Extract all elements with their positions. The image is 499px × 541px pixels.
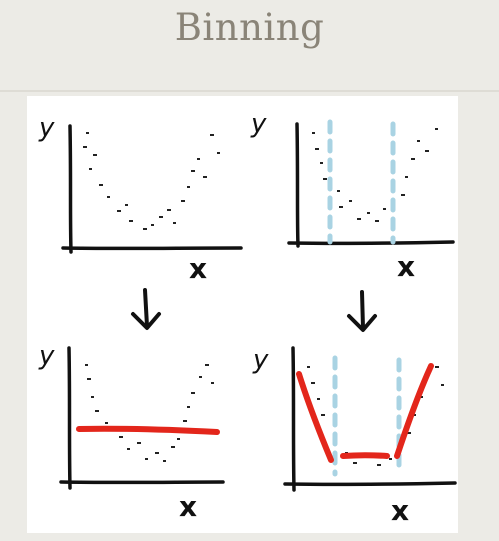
data-point (137, 442, 141, 444)
data-point (425, 150, 429, 152)
data-point (389, 458, 392, 460)
data-point (217, 152, 220, 154)
data-point (117, 210, 121, 212)
piecewise-fit-segment (397, 366, 431, 456)
data-point (417, 140, 420, 142)
data-point (143, 228, 147, 230)
data-point (187, 406, 190, 408)
x-axis-label: x (391, 494, 409, 527)
data-point (411, 158, 415, 160)
data-point (197, 158, 200, 160)
data-point (321, 414, 325, 416)
data-point (127, 448, 130, 450)
data-point (435, 128, 438, 130)
data-point (145, 458, 148, 460)
data-point (177, 438, 180, 440)
data-point (93, 154, 97, 156)
data-point (312, 132, 315, 134)
data-point (367, 212, 370, 214)
piecewise-fit-segment (299, 374, 331, 460)
title-divider (0, 90, 499, 92)
data-point (173, 222, 176, 224)
data-point (191, 170, 195, 172)
binning-figure: y x (27, 96, 458, 533)
data-point (89, 168, 92, 170)
data-point (383, 208, 386, 210)
piecewise-fit-segment (343, 455, 387, 456)
data-point (163, 460, 166, 462)
y-axis (69, 348, 70, 488)
data-point (105, 422, 108, 424)
panel-constant-fit: y x (38, 341, 223, 523)
y-axis (297, 124, 298, 246)
x-axis-label: x (179, 490, 197, 523)
data-points (85, 364, 214, 462)
x-axis-label: x (189, 252, 207, 285)
data-point (85, 364, 88, 366)
data-point (211, 382, 214, 384)
x-axis-label: x (397, 250, 415, 283)
data-point (87, 378, 91, 380)
data-point (99, 184, 103, 186)
slide-title: Binning (0, 6, 499, 49)
data-point (317, 398, 320, 400)
data-point (167, 209, 171, 211)
data-point (435, 366, 439, 368)
x-axis (289, 242, 453, 243)
data-point (357, 218, 361, 220)
data-point (441, 384, 444, 386)
down-arrow-icon (133, 290, 159, 328)
y-axis-label: y (38, 341, 55, 371)
data-point (86, 132, 89, 134)
data-point (320, 162, 323, 164)
data-point (203, 176, 207, 178)
down-arrow-icon (349, 292, 375, 330)
data-points (83, 132, 220, 230)
data-point (159, 216, 163, 218)
data-point (315, 148, 319, 150)
data-point (171, 446, 175, 448)
data-point (401, 194, 405, 196)
constant-fit-line (79, 429, 217, 432)
data-point (337, 190, 340, 192)
y-axis-label: y (252, 345, 269, 375)
panel-scatter-binned: y x (250, 109, 453, 283)
data-point (349, 200, 352, 202)
data-point (183, 420, 187, 422)
data-point (181, 200, 185, 202)
data-point (129, 220, 133, 222)
data-point (191, 392, 195, 394)
y-axis (293, 348, 294, 490)
data-point (151, 224, 154, 226)
data-point (405, 176, 408, 178)
binning-illustration: y x (27, 96, 458, 533)
y-axis (70, 126, 71, 252)
data-point (339, 206, 343, 208)
data-point (377, 464, 381, 466)
data-point (375, 220, 379, 222)
y-axis-label: y (250, 109, 267, 139)
data-point (187, 186, 190, 188)
panel-piecewise-fit: y x (252, 345, 455, 527)
data-point (307, 366, 310, 368)
data-point (311, 382, 315, 384)
data-point (95, 410, 99, 412)
y-axis-label: y (38, 113, 55, 143)
data-point (91, 396, 94, 398)
data-point (155, 452, 159, 454)
data-point (205, 364, 209, 366)
data-point (199, 376, 202, 378)
data-point (323, 178, 327, 180)
x-axis (285, 483, 455, 484)
data-point (210, 134, 214, 136)
panel-scatter-left: y x (38, 113, 241, 285)
data-point (107, 196, 110, 198)
data-point (83, 146, 87, 148)
data-point (125, 204, 128, 206)
data-point (119, 436, 123, 438)
data-point (353, 462, 357, 464)
